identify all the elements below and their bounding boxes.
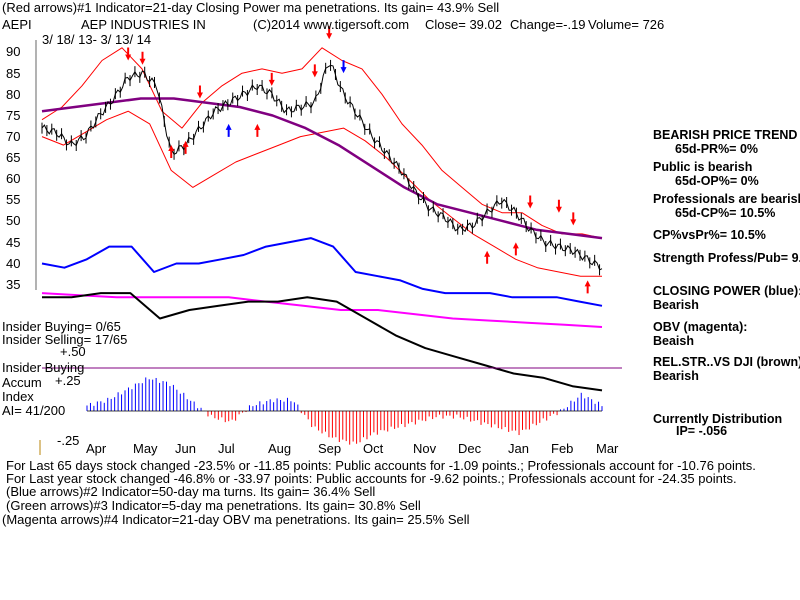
ip-value: IP= -.056	[676, 424, 728, 438]
price-bands	[41, 47, 603, 277]
strength-value: Strength Profess/Pub= 9.9	[653, 251, 800, 265]
pr-value: 65d-PR%= 0%	[675, 142, 759, 156]
summary-last-year: For Last year stock changed -46.8% or -3…	[6, 471, 737, 486]
price-tick: 65	[6, 150, 21, 165]
lower-band-line	[41, 110, 602, 277]
price-tick: 55	[6, 192, 21, 207]
price-tick: 75	[6, 108, 21, 123]
sell-arrow	[326, 26, 333, 40]
price-tick: 70	[6, 129, 21, 144]
closing-power-value: Bearish	[653, 298, 699, 312]
buy-arrow	[168, 145, 175, 159]
price-bars	[41, 59, 603, 276]
rel-str-value: Bearish	[653, 369, 699, 383]
price-tick: 40	[6, 256, 21, 271]
price-tick: 90	[6, 44, 21, 59]
ma50-line	[41, 97, 603, 240]
ai-value: AI= 41/200	[2, 403, 66, 418]
month-label: Sep	[318, 441, 342, 456]
rel-str-title: REL.STR..VS DJI (brown)	[653, 355, 800, 369]
price-tick: 85	[6, 66, 21, 81]
pro-title: Professionals are bearish	[653, 192, 800, 206]
distribution-title: Currently Distribution	[653, 412, 783, 426]
buy-arrow	[254, 123, 261, 137]
obv-title: OBV (magenta):	[653, 320, 748, 334]
sell-arrow	[268, 72, 275, 86]
chart-grid	[35, 40, 41, 455]
upper-band-line	[41, 47, 603, 239]
sell-arrow	[311, 64, 318, 78]
accum-plus25: +.25	[55, 373, 81, 388]
change-value: Change=-.19	[510, 17, 586, 32]
month-label: Oct	[363, 441, 384, 456]
date-range: 3/ 18/ 13- 3/ 13/ 14	[42, 32, 152, 47]
price-close-line	[41, 64, 603, 271]
indicator-4-line: (Magenta arrows)#4 Indicator=21-day OBV …	[2, 512, 470, 527]
stock-symbol: AEPI	[2, 17, 32, 32]
indicator-3-line: (Green arrows)#3 Indicator=5-day ma pene…	[6, 498, 421, 513]
month-label: Apr	[86, 441, 107, 456]
closing-power-title: CLOSING POWER (blue):	[653, 284, 800, 298]
buy-arrow	[484, 250, 491, 264]
sell-arrow	[340, 60, 347, 74]
rel-str-line	[42, 292, 603, 392]
summary-65-days: For Last 65 days stock changed -23.5% or…	[6, 458, 756, 473]
buy-arrow	[225, 123, 232, 137]
indicator-1-line: (Red arrows)#1 Indicator=21-day Closing …	[2, 0, 500, 15]
cp-value: 65d-CP%= 10.5%	[675, 206, 776, 220]
copyright: (C)2014 www.tigersoft.com	[253, 17, 410, 32]
sell-arrow	[125, 47, 132, 61]
op-value: 65d-OP%= 0%	[675, 174, 759, 188]
price-tick: 45	[6, 235, 21, 250]
volume-value: Volume= 726	[588, 17, 665, 32]
insider-selling-count: Insider Selling= 17/65	[2, 332, 128, 347]
public-title: Public is bearish	[653, 160, 753, 174]
obv-value: Beaish	[653, 334, 694, 348]
buy-arrow	[182, 140, 189, 154]
indicator-2-line: (Blue arrows)#2 Indicator=50-day ma turn…	[6, 484, 376, 499]
sell-arrow	[555, 199, 562, 213]
accum-minus25: -.25	[57, 433, 80, 448]
indicator-lines	[41, 237, 622, 392]
trend-title: BEARISH PRICE TREND	[653, 128, 798, 142]
price-tick: 80	[6, 87, 21, 102]
price-tick: 35	[6, 277, 21, 292]
closing-power-line	[41, 237, 603, 307]
month-label: May	[133, 441, 158, 456]
index-label: Index	[2, 389, 34, 404]
month-label: Jul	[218, 441, 235, 456]
accum-label: Accum	[2, 375, 42, 390]
cpvspr-value: CP%vsPr%= 10.5%	[653, 228, 766, 242]
month-label: Nov	[413, 441, 437, 456]
price-tick: 60	[6, 171, 21, 186]
month-label: Dec	[458, 441, 482, 456]
month-label: Jan	[508, 441, 529, 456]
sell-arrow	[527, 195, 534, 209]
price-tick: 50	[6, 213, 21, 228]
buy-arrow	[584, 280, 591, 294]
insider-buying-count: Insider Buying= 0/65	[2, 319, 121, 334]
buy-arrow	[512, 242, 519, 256]
month-label: Feb	[551, 441, 574, 456]
accum-plus50: +.50	[60, 344, 86, 359]
close-value: Close= 39.02	[425, 17, 502, 32]
sell-arrow	[570, 212, 577, 226]
sell-arrow	[139, 51, 146, 65]
month-label: Aug	[268, 441, 292, 456]
company-name: AEP INDUSTRIES IN	[81, 17, 206, 32]
sell-arrow	[196, 85, 203, 99]
accum-index-histogram	[86, 377, 603, 445]
signal-arrows	[125, 26, 591, 294]
month-label: Mar	[596, 441, 619, 456]
month-label: Jun	[175, 441, 196, 456]
insider-buying-label: Insider Buying	[2, 360, 85, 375]
